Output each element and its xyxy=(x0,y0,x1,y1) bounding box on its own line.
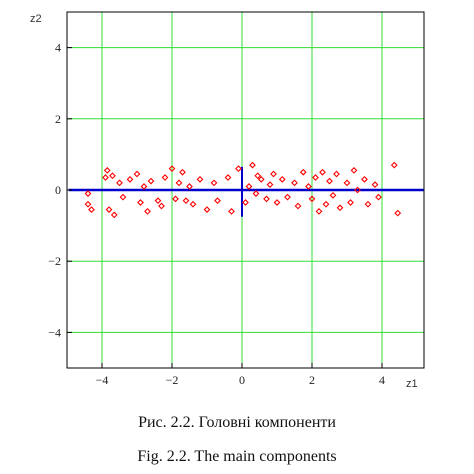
axis-lines xyxy=(68,166,424,217)
data-point xyxy=(168,165,176,173)
y-tick-label: −2 xyxy=(48,254,61,268)
data-point xyxy=(326,177,333,185)
data-point xyxy=(154,197,162,205)
data-point xyxy=(84,200,92,208)
data-point xyxy=(158,202,165,210)
data-point xyxy=(294,202,302,210)
y-axis-label: z2 xyxy=(30,13,42,25)
data-point xyxy=(182,197,190,205)
data-point xyxy=(394,209,402,217)
data-point xyxy=(144,207,151,215)
data-point xyxy=(329,191,337,199)
x-axis-label: z1 xyxy=(406,378,418,390)
data-point xyxy=(109,172,116,180)
data-point xyxy=(343,179,351,187)
data-point xyxy=(126,175,134,183)
data-point xyxy=(137,199,144,206)
x-tick-label: −4 xyxy=(96,373,109,387)
data-point xyxy=(102,174,109,181)
x-tick-label: 4 xyxy=(379,373,385,387)
data-point xyxy=(186,183,193,190)
data-point xyxy=(273,199,281,206)
x-tick-label: 0 xyxy=(239,373,245,387)
data-point xyxy=(312,174,319,181)
data-point xyxy=(263,195,270,203)
data-point xyxy=(249,161,256,169)
figure-caption-ukrainian: Рис. 2.2. Головні компоненти xyxy=(138,414,336,431)
data-point xyxy=(299,168,307,176)
data-point xyxy=(116,179,123,187)
data-point xyxy=(305,183,312,190)
scatter-chart: −4 −2 0 2 4 4 2 0 −2 −4 z2 z1 xyxy=(30,11,425,390)
data-point xyxy=(196,175,204,183)
data-point xyxy=(133,170,141,178)
data-point xyxy=(291,179,298,187)
data-point xyxy=(375,193,382,201)
data-point xyxy=(390,161,398,169)
data-point xyxy=(175,179,183,187)
y-tick-label: −4 xyxy=(48,325,61,339)
data-point xyxy=(105,206,113,213)
x-tick-label: −2 xyxy=(166,373,179,387)
data-point xyxy=(371,181,379,189)
data-point xyxy=(284,193,291,201)
data-point xyxy=(270,170,277,178)
data-point xyxy=(140,183,148,190)
data-point xyxy=(266,181,274,189)
data-point xyxy=(333,170,340,178)
data-point xyxy=(354,186,361,194)
data-point xyxy=(214,197,221,205)
data-point xyxy=(336,204,344,212)
data-point xyxy=(210,179,218,187)
data-point xyxy=(110,211,118,219)
x-tick-label: 2 xyxy=(309,373,315,387)
data-point xyxy=(361,175,368,183)
data-point xyxy=(235,165,242,173)
data-point xyxy=(179,168,186,176)
data-points xyxy=(84,161,402,219)
data-point xyxy=(257,175,265,183)
data-point xyxy=(147,177,155,185)
figure-caption-english: Fig. 2.2. The main components xyxy=(137,448,337,465)
data-point xyxy=(189,200,197,208)
tick-labels: −4 −2 0 2 4 4 2 0 −2 −4 xyxy=(48,41,385,387)
data-point xyxy=(364,200,372,208)
data-point xyxy=(308,195,316,203)
data-point xyxy=(224,174,232,181)
data-point xyxy=(203,206,211,213)
y-tick-label: 0 xyxy=(55,183,61,197)
data-point xyxy=(242,199,249,206)
data-point xyxy=(252,190,260,197)
data-point xyxy=(119,193,127,201)
data-point xyxy=(350,167,358,174)
y-tick-label: 4 xyxy=(55,41,61,55)
data-point xyxy=(172,195,179,203)
data-point xyxy=(254,172,262,180)
data-point xyxy=(245,183,253,190)
data-point xyxy=(103,167,111,174)
data-point xyxy=(84,190,92,197)
data-point xyxy=(322,200,330,208)
data-point xyxy=(319,168,326,176)
data-point xyxy=(278,175,286,183)
data-point xyxy=(315,207,323,215)
y-tick-label: 2 xyxy=(55,112,61,126)
data-point xyxy=(88,206,95,213)
data-point xyxy=(161,174,169,181)
data-point xyxy=(228,207,235,215)
data-point xyxy=(347,199,354,206)
